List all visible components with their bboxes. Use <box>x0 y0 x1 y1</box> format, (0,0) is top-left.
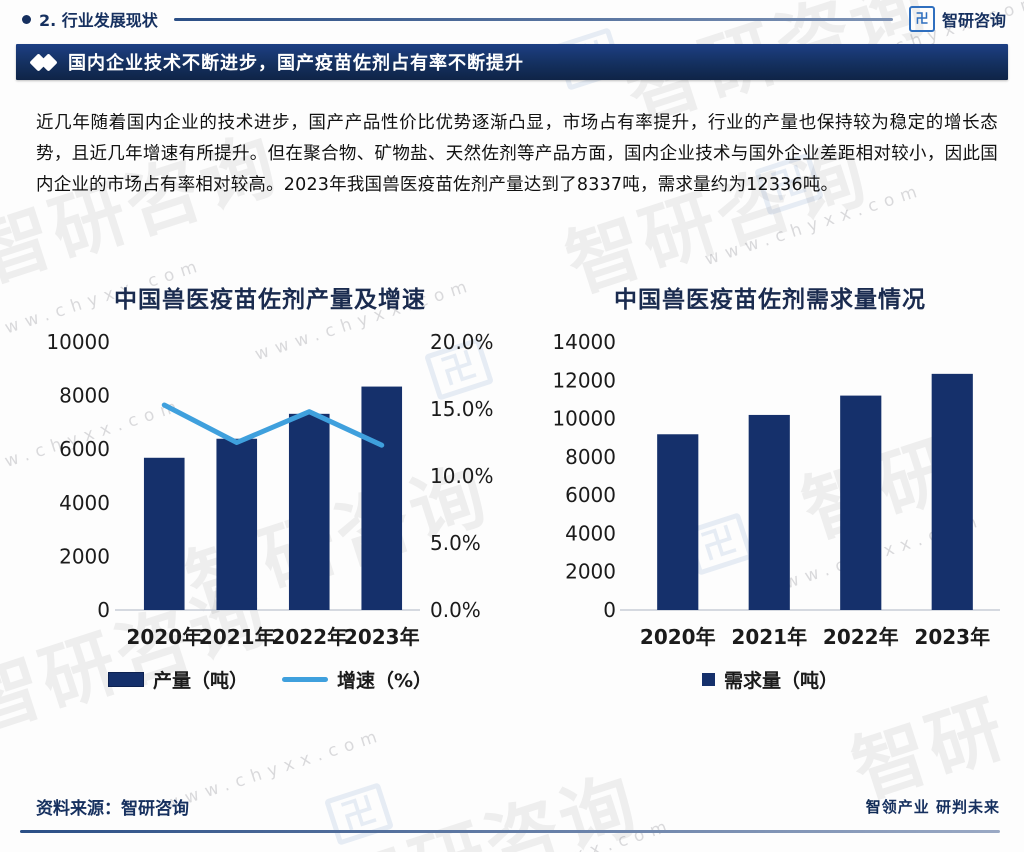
legend-swatch-bar-icon <box>107 672 144 687</box>
demand-svg: 0 2000 4000 6000 8000 10000 12000 14000 2020年 20… <box>552 330 1000 649</box>
chart-title-demand: 中国兽医疫苗佐剂需求量情况 <box>614 287 926 313</box>
footer-divider <box>20 830 1000 833</box>
legend-item-growth: 增速（%） <box>281 666 433 693</box>
svg-text:2021年: 2021年 <box>199 625 275 649</box>
chart-title-production: 中国兽医疫苗佐剂产量及增速 <box>114 287 426 313</box>
svg-text:2022年: 2022年 <box>823 625 899 649</box>
svg-text:14000: 14000 <box>552 330 616 354</box>
chart-production: 中国兽医疫苗佐剂产量及增速 0 2000 4000 6000 8000 10000 0.0… <box>20 280 520 693</box>
production-svg: 0 2000 4000 6000 8000 10000 0.0% 5.0% 10.0% 15.0… <box>46 330 494 649</box>
svg-text:2020年: 2020年 <box>640 625 716 649</box>
brand-name: 智研咨询 <box>941 11 1006 30</box>
svg-text:2000: 2000 <box>565 560 616 584</box>
slide-footer: 资料来源：智研咨询 智领产业 研判未来 <box>0 790 1024 852</box>
section-banner: 国内企业技术不断进步，国产疫苗佐剂占有率不断提升 <box>16 44 1008 80</box>
source-label: 资料来源：智研咨询 <box>36 799 189 819</box>
svg-text:20.0%: 20.0% <box>430 330 494 354</box>
footer-tagline: 智领产业 研判未来 <box>866 796 1000 817</box>
svg-text:4000: 4000 <box>59 491 110 515</box>
legend-item-output: 产量（吨） <box>107 666 248 693</box>
chart-demand: 中国兽医疫苗佐剂需求量情况 0 2000 4000 6000 8000 10000 1200… <box>520 280 1020 693</box>
legend-demand: 需求量（吨） <box>520 666 1020 693</box>
svg-text:0: 0 <box>603 598 616 622</box>
svg-text:2020年: 2020年 <box>126 625 202 649</box>
svg-text:2000: 2000 <box>59 544 110 568</box>
svg-text:12000: 12000 <box>552 368 616 392</box>
svg-text:8000: 8000 <box>59 384 110 408</box>
legend-swatch-line-icon <box>281 677 328 682</box>
svg-text:2022年: 2022年 <box>271 625 347 649</box>
legend-label-growth: 增速（%） <box>336 670 433 692</box>
svg-text:2023年: 2023年 <box>344 625 420 649</box>
plot-demand: 0 2000 4000 6000 8000 10000 12000 14000 2020年 20… <box>520 320 1020 650</box>
footer-tagline-part2: 领产业 <box>881 798 930 816</box>
svg-text:8000: 8000 <box>565 445 616 469</box>
svg-text:0.0%: 0.0% <box>430 598 481 622</box>
plot-production: 0 2000 4000 6000 8000 10000 0.0% 5.0% 10.0% 15.0… <box>20 320 520 650</box>
svg-text:4000: 4000 <box>565 521 616 545</box>
svg-text:10000: 10000 <box>552 407 616 431</box>
brand-mark-icon: 卍 <box>908 6 935 32</box>
svg-text:0: 0 <box>97 598 110 622</box>
header-divider <box>173 17 893 21</box>
svg-text:10000: 10000 <box>46 330 110 354</box>
legend-swatch-square-icon <box>701 673 715 686</box>
body-paragraph: 近几年随着国内企业的技术进步，国产产品性价比优势逐渐凸显，市场占有率提升，行业的… <box>36 112 998 195</box>
brand-logo: 卍 智研咨询 <box>908 6 1006 32</box>
svg-text:2023年: 2023年 <box>914 625 990 649</box>
legend-production: 产量（吨） 增速（%） <box>20 666 520 693</box>
svg-text:15.0%: 15.0% <box>430 397 494 421</box>
footer-tagline-part1: 智 <box>865 798 882 816</box>
svg-text:2021年: 2021年 <box>731 625 807 649</box>
legend-item-demand: 需求量（吨） <box>701 666 838 693</box>
footer-tagline-part3: 研判未来 <box>935 798 1000 816</box>
banner-title: 国内企业技术不断进步，国产疫苗佐剂占有率不断提升 <box>68 53 524 74</box>
bullet-dot-icon <box>22 14 31 24</box>
svg-text:6000: 6000 <box>59 437 110 461</box>
charts-area: 中国兽医疫苗佐剂产量及增速 0 2000 4000 6000 8000 10000 0.0… <box>0 280 1024 780</box>
svg-text:5.0%: 5.0% <box>430 531 481 555</box>
double-diamond-icon <box>29 52 58 72</box>
section-title: 2. 行业发展现状 <box>39 11 158 30</box>
slide-header-bar: 2. 行业发展现状 卍 智研咨询 <box>0 0 1024 38</box>
svg-text:6000: 6000 <box>565 483 616 507</box>
legend-label-output: 产量（吨） <box>152 670 248 692</box>
svg-text:10.0%: 10.0% <box>430 464 494 488</box>
legend-label-demand: 需求量（吨） <box>723 670 838 692</box>
